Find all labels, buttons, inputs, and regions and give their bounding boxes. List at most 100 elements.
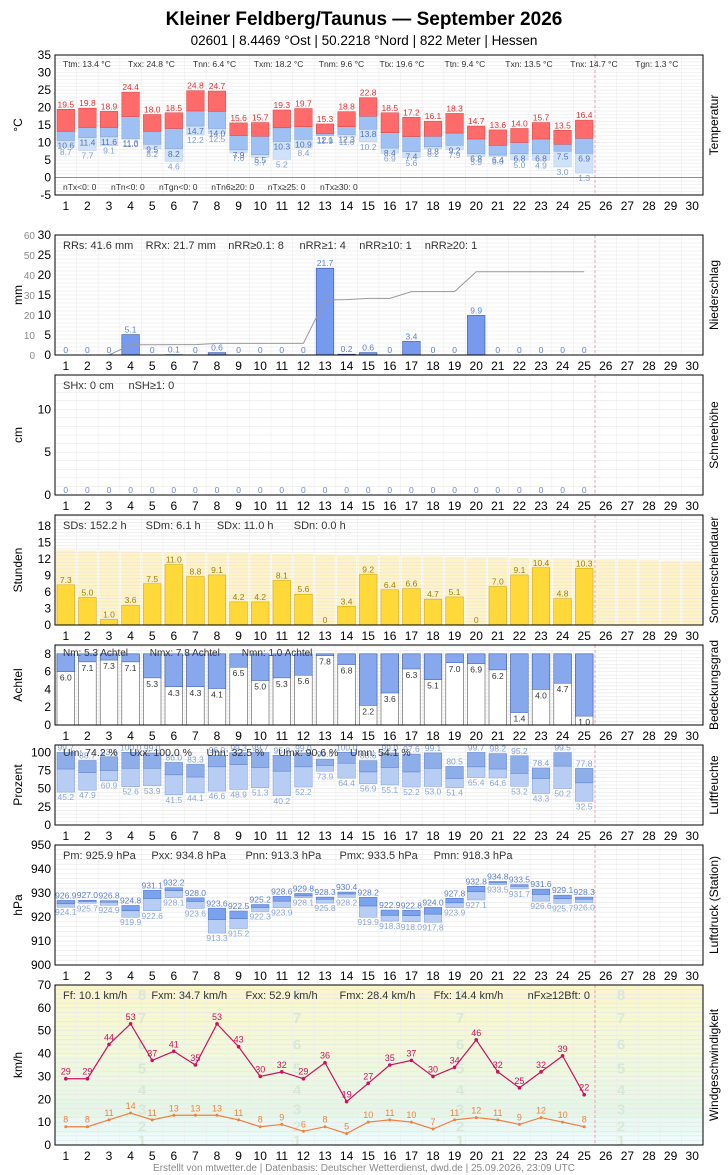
pressure-min-label: 926.6	[530, 901, 552, 911]
precip-bar	[467, 315, 486, 356]
snow-label: 0	[474, 485, 479, 495]
mean-wind-label: 9	[517, 1112, 522, 1122]
x-tick-label: 8	[214, 629, 221, 643]
humidity-high-bar	[423, 752, 443, 769]
x-tick-label: 30	[686, 629, 700, 643]
y-tick-label: 25	[38, 800, 52, 814]
x-tick-label: 22	[513, 359, 527, 373]
y-tick-label: 15	[38, 288, 52, 302]
mean-wind-point	[388, 1118, 392, 1122]
humidity-low-bar	[337, 762, 356, 779]
x-tick-label: 15	[362, 499, 376, 513]
humidity-low-bar	[488, 768, 507, 779]
pressure-high-bar	[164, 887, 183, 891]
tmax-bar	[272, 109, 291, 129]
humidity-high-bar	[272, 755, 291, 772]
x-tick-label: 21	[491, 729, 505, 743]
x-tick-label: 12	[297, 969, 311, 983]
mean-wind-label: 9	[279, 1112, 284, 1122]
x-tick-label: 11	[276, 359, 289, 373]
x-tick-label: 6	[170, 969, 177, 983]
gust-label: 35	[190, 1053, 200, 1063]
plot-border	[54, 744, 704, 826]
gust-point	[496, 1070, 500, 1074]
gust-label: 53	[212, 1012, 222, 1022]
x-tick-label: 28	[642, 729, 656, 743]
gust-point	[409, 1058, 414, 1063]
mean-wind-point	[258, 1125, 262, 1129]
tmax-label: 19.3	[274, 100, 291, 110]
x-tick-label: 6	[170, 1149, 177, 1163]
tmin-bar	[359, 116, 378, 130]
tgn-label: 8.2	[146, 149, 158, 159]
tgn-label: 12.2	[187, 135, 204, 145]
stat-label: Pnn: 913.3 hPa	[245, 850, 322, 862]
cloud-bar	[164, 653, 183, 688]
humidity-max-label: 99.7	[252, 742, 269, 752]
tmin-bar	[99, 127, 119, 138]
beaufort-label: 8	[456, 987, 464, 1004]
cloud-bar	[186, 653, 205, 688]
x-tick-label: 12	[297, 729, 311, 743]
x-tick-label: 19	[448, 729, 462, 743]
x-tick-label: 4	[127, 199, 134, 213]
gust-point	[344, 1099, 349, 1104]
precip-label: 21.7	[317, 258, 334, 268]
stat-label: nSH≥1: 0	[128, 380, 174, 392]
x-tick-label: 16	[383, 199, 397, 213]
humidity-max-label: 99.1	[425, 743, 442, 753]
stat-label: Pmx: 933.5 hPa	[340, 850, 419, 862]
x-tick-label: 13	[318, 499, 332, 513]
gust-point	[85, 1076, 90, 1081]
pressure-high-bar	[251, 904, 270, 908]
sun-label: 10.3	[576, 558, 593, 568]
tmin-label: 9.2	[449, 145, 461, 155]
x-tick-label: 10	[254, 829, 268, 843]
precip-label: 0	[279, 345, 284, 355]
pressure-min-label: 933.5	[487, 885, 509, 895]
sun-bar	[272, 580, 291, 626]
x-tick-label: 26	[599, 729, 613, 743]
humidity-max-label: 99.7	[58, 742, 75, 752]
tmin-label: 8.8	[427, 147, 439, 157]
x-tick-label: 25	[578, 499, 592, 513]
precip-label: 0	[539, 345, 544, 355]
y-tick-label: 20	[38, 101, 52, 115]
humidity-low-bar	[143, 768, 162, 787]
stat-label: nRR≥20: 1	[425, 240, 478, 252]
beaufort-label: 3	[617, 1101, 625, 1118]
humidity-max-label: 99.3	[230, 743, 247, 753]
tmax-label: 18.5	[382, 103, 399, 113]
humidity-max-label: 97.6	[403, 744, 420, 754]
x-tick-label: 8	[214, 1149, 221, 1163]
x-tick-label: 26	[599, 629, 613, 643]
x-tick-label: 27	[621, 969, 635, 983]
sun-label: 5.0	[81, 588, 93, 598]
x-tick-label: 1	[62, 829, 69, 843]
tmax-label: 18.8	[338, 102, 355, 112]
pressure-max-label: 928.3	[314, 887, 336, 897]
x-tick-label: 23	[534, 1149, 548, 1163]
x-tick-label: 4	[127, 499, 134, 513]
cloud-label: 7.0	[449, 664, 461, 674]
x-tick-label: 18	[426, 359, 440, 373]
x-tick-label: 16	[383, 969, 397, 983]
pressure-high-bar	[553, 894, 572, 900]
x-tick-label: 1	[62, 199, 69, 213]
cloud-bar	[272, 653, 291, 679]
pressure-high-bar	[531, 888, 551, 895]
stat-label: SDm: 6.1 h	[146, 520, 201, 532]
pressure-high-bar	[143, 890, 162, 899]
pressure-high-bar	[229, 910, 248, 919]
pressure-max-label: 929.8	[293, 883, 315, 893]
mean-wind-point	[64, 1125, 68, 1129]
x-tick-label: 21	[491, 629, 505, 643]
x-tick-label: 6	[170, 359, 177, 373]
pressure-high-bar	[315, 896, 335, 900]
tmin-label: 8.4	[384, 148, 396, 158]
humidity-low-bar	[164, 774, 183, 796]
cloud-bar	[402, 653, 421, 670]
pressure-max-label: 924.8	[120, 895, 142, 905]
mean-wind-label: 11	[450, 1108, 459, 1118]
precip-label: 3.4	[405, 331, 417, 341]
